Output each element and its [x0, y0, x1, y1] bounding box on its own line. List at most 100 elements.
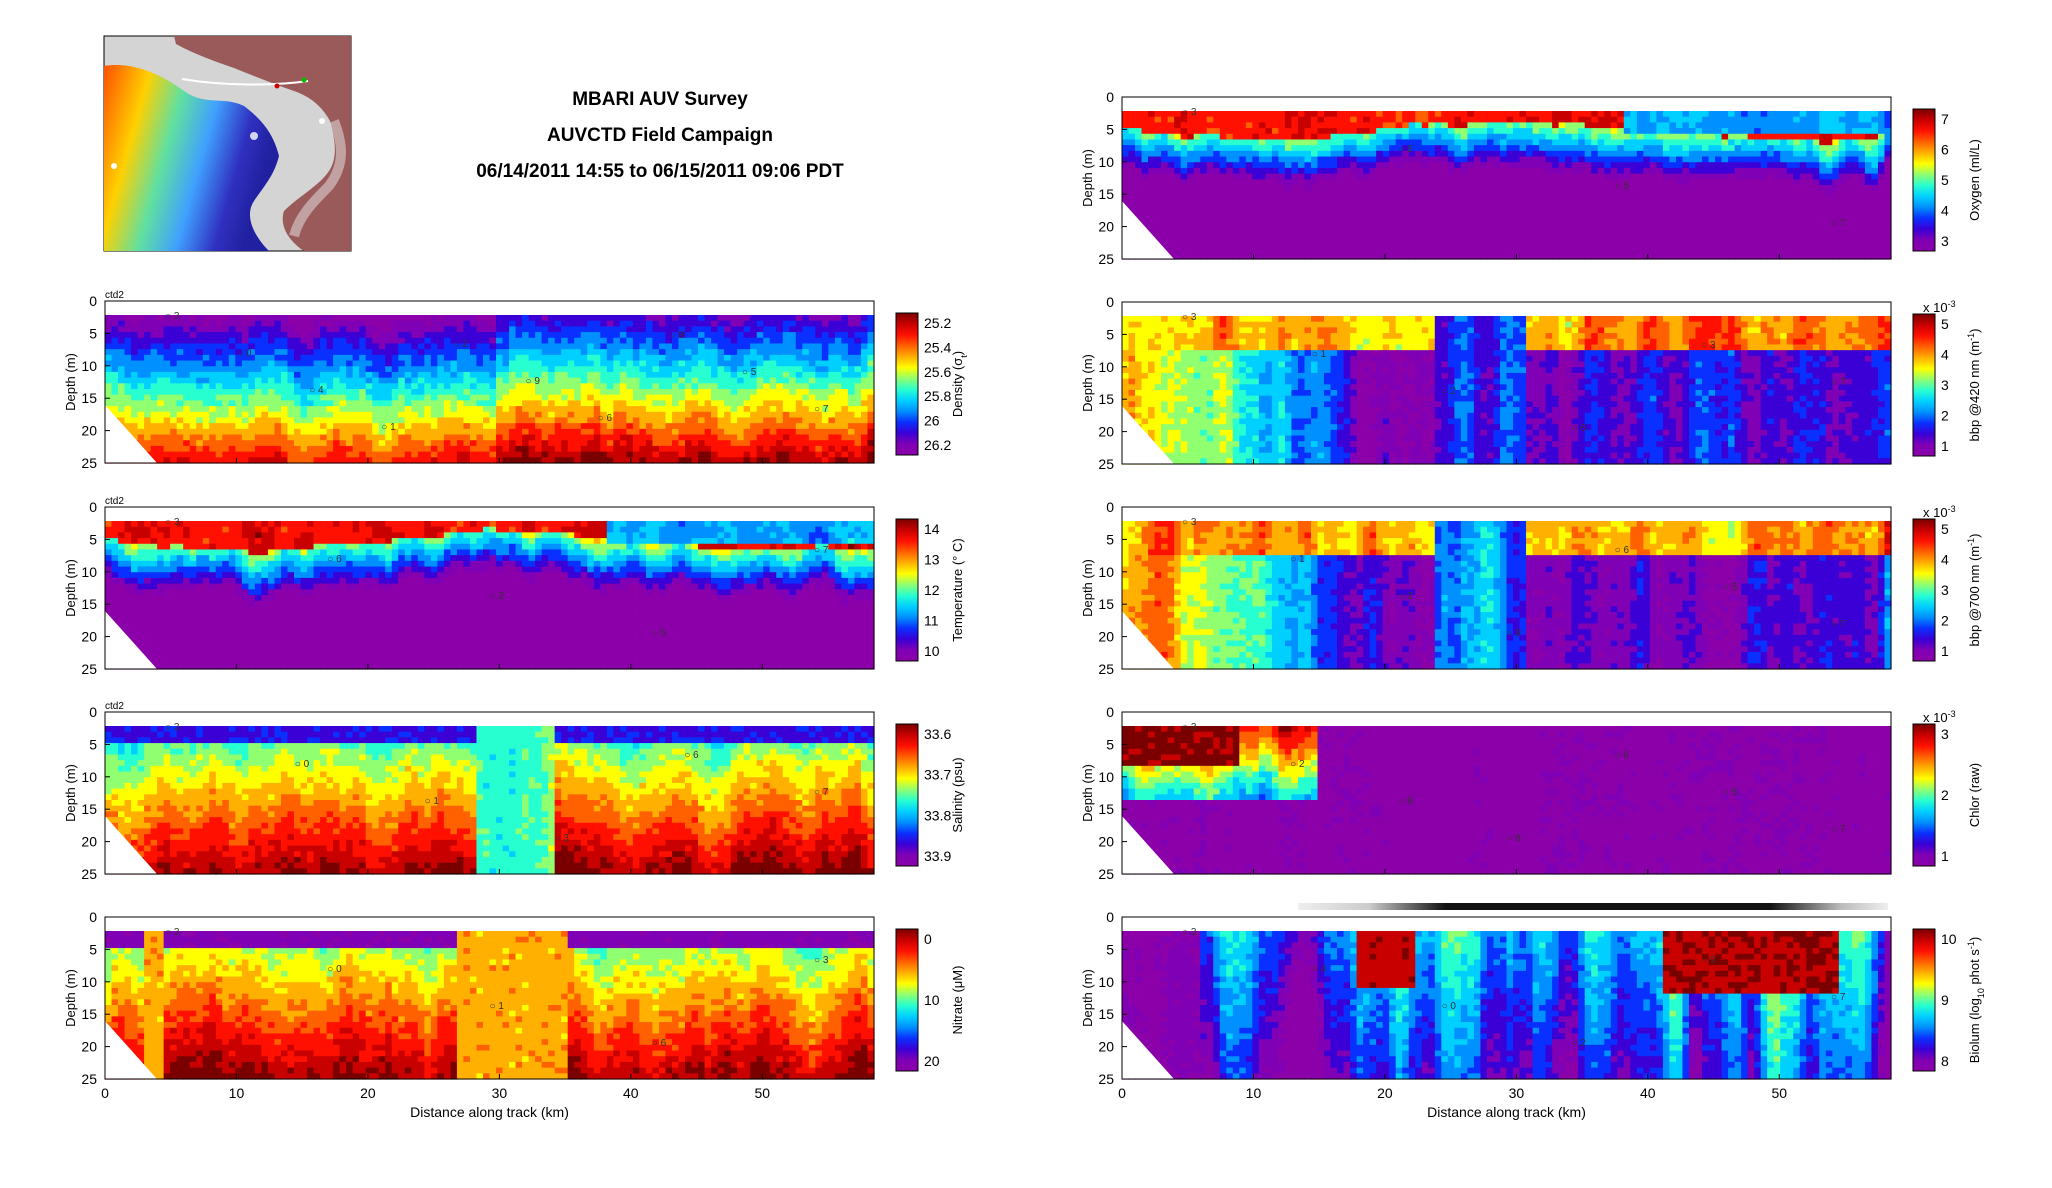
- temperature-ytick-label: 5: [89, 531, 97, 547]
- bbp420-heatmap-cells: [1122, 316, 1892, 465]
- biolum-ytick-label: 20: [1098, 1039, 1114, 1055]
- biolum-colorbar: [1913, 929, 1935, 1071]
- salinity-ytick-label: 15: [81, 801, 97, 817]
- chlor-ytick-label: 5: [1106, 736, 1114, 752]
- salinity-ytick-label: 10: [81, 769, 97, 785]
- bbp420-station-marker: ○ 1: [1312, 349, 1327, 360]
- salinity-ytick-label: 5: [89, 736, 97, 752]
- bbp700-ytick-label: 0: [1106, 499, 1114, 515]
- chlor-heatmap-cells: [1122, 726, 1892, 875]
- bbp420-ylabel: Depth (m): [1080, 354, 1095, 412]
- bbp420-colorbar-tick-label: 3: [1941, 377, 1949, 393]
- salinity-ytick-label: 0: [89, 704, 97, 720]
- temperature-ytick-label: 15: [81, 596, 97, 612]
- bbp700-ytick-label: 20: [1098, 629, 1114, 645]
- salinity-colorbar-label: Salinity (psu): [950, 757, 965, 832]
- temperature-ytick-label: 0: [89, 499, 97, 515]
- chlor-colorbar-tick-label: 3: [1941, 726, 1949, 742]
- bbp700-colorbar: [1913, 519, 1935, 661]
- density-ytick-label: 0: [89, 293, 97, 309]
- map-bay: [250, 132, 258, 140]
- chlor-ytick-label: 15: [1098, 801, 1114, 817]
- salinity-colorbar-tick-label: 33.8: [924, 807, 951, 823]
- bbp420-colorbar-tick-label: 2: [1941, 408, 1949, 424]
- oxygen-ytick-label: 20: [1098, 219, 1114, 235]
- density-heatmap-cells: [105, 315, 875, 464]
- density-station-marker: ○ 4: [309, 385, 324, 396]
- temperature-station-marker: ○ 7: [814, 545, 829, 556]
- density-ylabel: Depth (m): [63, 353, 78, 411]
- biolum-ylabel: Depth (m): [1080, 969, 1095, 1027]
- bbp700-station-marker: ○ 7: [1831, 619, 1846, 630]
- bbp700-colorbar-exponent: x 10-3: [1923, 504, 1956, 520]
- density-station-marker: ○ 6: [598, 413, 613, 424]
- oxygen-colorbar-tick-label: 5: [1941, 172, 1949, 188]
- temperature-colorbar-tick-label: 14: [924, 521, 940, 537]
- chlor-colorbar: [1913, 724, 1935, 866]
- density-station-marker: ○ 5: [742, 367, 757, 378]
- oxygen-colorbar-tick-label: 3: [1941, 233, 1949, 249]
- bbp420-ytick-label: 10: [1098, 359, 1114, 375]
- bbp700-colorbar-tick-label: 4: [1941, 552, 1949, 568]
- chlor-ytick-label: 20: [1098, 834, 1114, 850]
- map-station: [111, 163, 117, 169]
- nitrate-xtick-label: 0: [101, 1085, 109, 1101]
- bbp700-station-marker: ○ 1: [1290, 554, 1305, 565]
- bbp420-station-marker: ○ 3: [1182, 312, 1197, 323]
- bbp420-ytick-label: 5: [1106, 326, 1114, 342]
- nitrate-colorbar: [896, 929, 918, 1071]
- bbp420-colorbar-tick-label: 5: [1941, 316, 1949, 332]
- bbp700-station-marker: ○ 6: [1615, 545, 1630, 556]
- oxygen-ylabel: Depth (m): [1080, 149, 1095, 207]
- bbp420-colorbar: [1913, 314, 1935, 456]
- bbp700-heatmap-cells: [1122, 521, 1892, 670]
- nitrate-ytick-label: 25: [81, 1071, 97, 1087]
- oxygen-colorbar-tick-label: 7: [1941, 111, 1949, 127]
- biolum-colorbar-tick-label: 10: [1941, 931, 1957, 947]
- bbp700-ytick-label: 25: [1098, 661, 1114, 677]
- oxygen-ytick-label: 15: [1098, 186, 1114, 202]
- bbp700-colorbar-tick-label: 5: [1941, 521, 1949, 537]
- biolum-xtick-label: 10: [1246, 1085, 1262, 1101]
- temperature-instrument-tag: ctd2: [105, 496, 124, 507]
- bbp420-station-marker: ○ 7: [1831, 377, 1846, 388]
- density-ytick-label: 5: [89, 325, 97, 341]
- bbp420-ytick-label: 0: [1106, 294, 1114, 310]
- biolum-ytick-label: 25: [1098, 1071, 1114, 1087]
- nitrate-colorbar-tick-label: 0: [924, 931, 932, 947]
- salinity-station-marker: ○ 3: [165, 722, 180, 733]
- temperature-station-marker: ○ 6: [327, 554, 342, 565]
- nitrate-ytick-label: 0: [89, 909, 97, 925]
- bbp420-station-marker: ○ 2: [1442, 386, 1457, 397]
- chlor-ytick-label: 25: [1098, 866, 1114, 882]
- chlor-colorbar-tick-label: 2: [1941, 787, 1949, 803]
- nitrate-colorbar-tick-label: 10: [924, 992, 940, 1008]
- bbp420-colorbar-tick-label: 1: [1941, 438, 1949, 454]
- nitrate-xtick-label: 50: [754, 1085, 770, 1101]
- oxygen-heatmap-cells: [1122, 111, 1892, 260]
- bbp700-ylabel: Depth (m): [1080, 559, 1095, 617]
- nitrate-xtick-label: 20: [360, 1085, 376, 1101]
- biolum-heatmap-cells: [1122, 931, 1892, 1080]
- salinity-colorbar-tick-label: 33.7: [924, 767, 951, 783]
- biolum-station-marker: ○ 9: [1701, 955, 1716, 966]
- salinity-colorbar: [896, 724, 918, 866]
- chlor-colorbar-tick-label: 1: [1941, 848, 1949, 864]
- nitrate-ytick-label: 15: [81, 1006, 97, 1022]
- biolum-xtick-label: 0: [1118, 1085, 1126, 1101]
- salinity-station-marker: ○ 3: [554, 833, 569, 844]
- temperature-ytick-label: 10: [81, 564, 97, 580]
- oxygen-colorbar-tick-label: 6: [1941, 142, 1949, 158]
- salinity-station-marker: ○ 0: [295, 759, 310, 770]
- chlor-ytick-label: 0: [1106, 704, 1114, 720]
- bbp700-ytick-label: 10: [1098, 564, 1114, 580]
- nitrate-ytick-label: 20: [81, 1039, 97, 1055]
- temperature-colorbar-tick-label: 13: [924, 552, 940, 568]
- bbp420-colorbar-label: bbp @420 nm (m-1): [1966, 329, 1982, 442]
